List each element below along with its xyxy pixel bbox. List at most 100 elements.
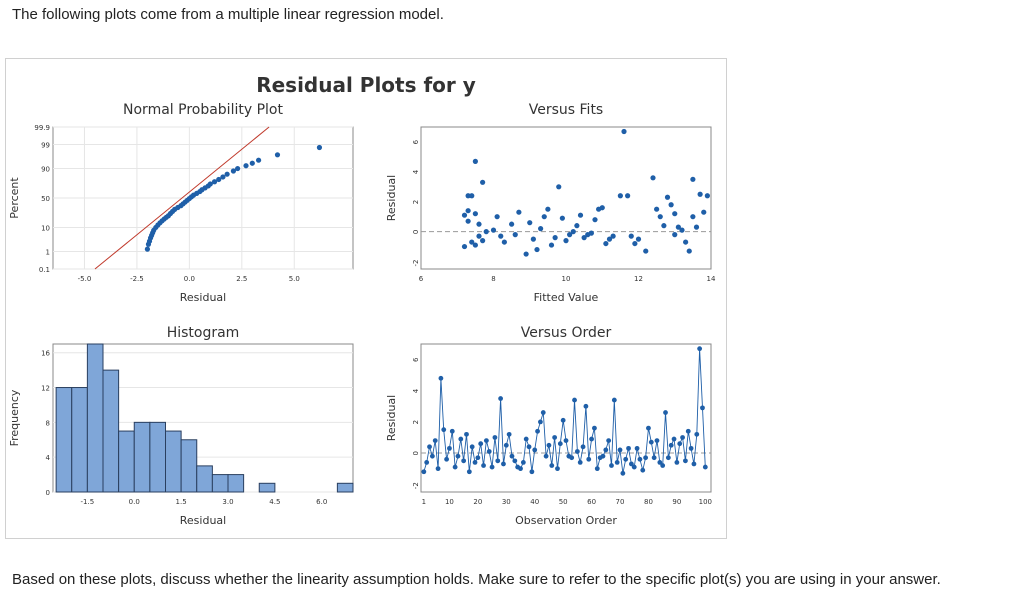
versus-order-frame: [420, 343, 712, 493]
versus-order-point: [447, 445, 452, 451]
versus-order-point: [540, 410, 546, 415]
versus-fits-point: [697, 191, 703, 197]
versus-order-y-tick: 0: [412, 451, 420, 455]
versus-order-point: [665, 455, 671, 461]
normal-plot-point: [207, 181, 213, 187]
versus-order-point: [557, 441, 563, 447]
versus-order-point: [458, 436, 464, 442]
versus-order-point: [634, 445, 640, 451]
versus-fits-point: [664, 194, 671, 200]
versus-order-point: [600, 453, 606, 459]
versus-order-point: [518, 466, 523, 472]
versus-order-point: [501, 461, 506, 467]
versus-order-point: [452, 464, 458, 470]
plot-title-2: Histogram: [167, 325, 240, 341]
normal-plot-point: [274, 152, 281, 158]
versus-order-point: [432, 438, 438, 443]
versus-fits-point: [606, 236, 613, 242]
versus-order-point: [512, 458, 518, 464]
versus-order-point: [546, 442, 552, 448]
versus-fits-point: [683, 239, 689, 245]
versus-fits-point: [592, 217, 598, 223]
versus-fits-point: [472, 158, 478, 164]
versus-order-x-tick: 20: [473, 498, 482, 506]
versus-fits-point: [472, 242, 478, 248]
histogram-y-tick: 4: [46, 454, 51, 462]
versus-fits-point: [476, 233, 482, 239]
versus-order-point: [435, 466, 441, 472]
normal-plot-point: [144, 246, 151, 252]
normal-plot-point: [216, 176, 222, 183]
versus-order-point: [492, 435, 498, 440]
normal-plot-x-tick: 2.5: [236, 275, 247, 283]
versus-order-point: [677, 441, 683, 447]
x-axis-label-3: Observation Order: [515, 514, 617, 527]
versus-order-point: [637, 456, 643, 462]
versus-fits-point: [483, 229, 489, 235]
normal-plot-y-tick: 0.1: [39, 266, 50, 274]
versus-order-point: [651, 455, 657, 461]
normal-plot-point: [235, 165, 241, 172]
histogram-y-tick: 8: [46, 419, 50, 427]
versus-order-point: [648, 439, 654, 445]
versus-order-point: [674, 460, 680, 465]
versus-fits-x-tick: 8: [491, 275, 495, 283]
histogram-bar: [133, 421, 151, 493]
versus-order-point: [614, 460, 620, 465]
normal-plot-x-tick: -5.0: [78, 275, 92, 283]
versus-order-point: [592, 425, 597, 431]
versus-fits-point: [465, 193, 471, 199]
versus-order-point: [702, 464, 708, 470]
versus-order-point: [466, 469, 472, 475]
versus-fits-point: [672, 211, 678, 217]
versus-order-point: [623, 456, 629, 462]
versus-order-x-tick: 100: [699, 498, 712, 506]
versus-fits-x-tick: 6: [419, 275, 424, 283]
versus-fits-point: [548, 242, 555, 248]
normal-plot-x-tick: 0.0: [184, 275, 195, 283]
versus-fits-point: [465, 218, 471, 224]
versus-order-point: [657, 460, 663, 465]
versus-order-point: [429, 453, 435, 459]
normal-plot-y-tick: 99.9: [34, 124, 50, 132]
versus-fits-point: [701, 209, 707, 215]
x-axis-label-2: Residual: [180, 514, 226, 527]
versus-order-point: [486, 449, 492, 454]
versus-order-point: [671, 436, 677, 442]
versus-fits-point: [476, 221, 482, 227]
versus-fits-point: [472, 211, 478, 217]
versus-order-point: [691, 461, 697, 467]
versus-order-point: [495, 458, 501, 464]
versus-fits-point: [574, 223, 580, 229]
versus-order-point: [617, 447, 623, 453]
versus-fits-point: [530, 236, 536, 242]
versus-fits-point: [465, 208, 471, 214]
versus-order-point: [532, 447, 538, 453]
versus-fits-point: [657, 214, 663, 220]
versus-order-point: [643, 455, 649, 461]
versus-order-point: [560, 417, 566, 423]
versus-fits-point: [512, 232, 518, 238]
histogram-bar: [149, 421, 166, 493]
versus-fits-point: [610, 233, 616, 239]
normal-plot-fit-line: [94, 126, 270, 270]
versus-fits-x-tick: 14: [707, 275, 716, 283]
versus-order-point: [483, 438, 489, 443]
versus-order-point: [535, 428, 540, 434]
versus-fits-point: [480, 179, 486, 185]
normal-plot-point: [224, 171, 230, 177]
versus-fits-point: [552, 235, 558, 241]
versus-fits-point: [603, 240, 609, 247]
versus-order-point: [455, 453, 461, 459]
versus-order-point: [489, 464, 495, 470]
versus-order-point: [685, 428, 691, 434]
normal-plot-x-tick: -2.5: [130, 275, 144, 283]
normal-plot-y-tick: 10: [41, 224, 50, 232]
versus-fits-point: [570, 229, 576, 235]
histogram-bar: [336, 482, 354, 493]
normal-plot-y-tick: 1: [46, 248, 50, 256]
versus-order-point: [549, 463, 555, 468]
versus-order-point: [444, 456, 449, 462]
versus-fits-y-tick: 2: [412, 200, 420, 204]
histogram-x-tick: 0.0: [129, 498, 140, 506]
